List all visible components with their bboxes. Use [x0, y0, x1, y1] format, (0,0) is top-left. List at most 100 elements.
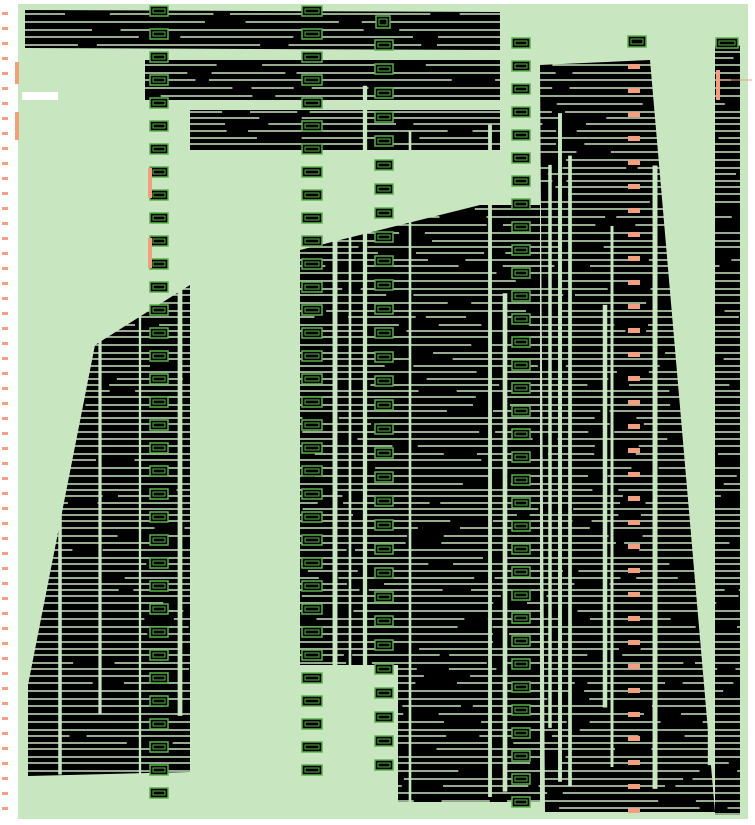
node-inner	[514, 201, 528, 207]
node-inner	[152, 606, 166, 612]
port-marker	[2, 57, 8, 60]
node-inner	[514, 293, 528, 299]
node-inner	[304, 514, 320, 520]
node-inner	[152, 790, 166, 796]
node-inner	[514, 638, 528, 644]
node	[511, 221, 531, 233]
node-inner	[152, 767, 166, 773]
node	[149, 741, 169, 753]
node-inner	[514, 684, 528, 690]
node-inner	[152, 238, 166, 244]
port-marker	[2, 567, 8, 570]
node	[301, 534, 323, 546]
node	[511, 635, 531, 647]
node	[301, 718, 323, 730]
node	[374, 495, 394, 507]
port-marker	[2, 42, 8, 45]
node	[374, 399, 394, 411]
node-inner	[377, 690, 391, 696]
port-marker	[628, 760, 640, 765]
port-marker	[716, 70, 720, 100]
node-inner	[377, 186, 391, 192]
node-inner	[152, 376, 166, 382]
node	[301, 419, 323, 431]
port-marker	[2, 642, 8, 645]
node-inner	[514, 707, 528, 713]
node	[301, 511, 323, 523]
node	[511, 681, 531, 693]
port-marker	[2, 522, 8, 525]
port-marker	[2, 702, 8, 705]
port-marker	[628, 184, 640, 189]
node-inner	[304, 330, 320, 336]
node	[374, 567, 394, 579]
node	[301, 465, 323, 477]
node	[301, 143, 323, 155]
node	[374, 375, 394, 387]
node-inner	[514, 730, 528, 736]
node-inner	[377, 330, 391, 336]
node	[301, 396, 323, 408]
node	[374, 111, 394, 123]
node-inner	[378, 18, 388, 26]
node-inner	[152, 31, 166, 37]
node	[511, 152, 531, 164]
node	[301, 764, 323, 776]
node	[511, 704, 531, 716]
node	[301, 5, 323, 17]
node-inner	[514, 224, 528, 230]
port-marker	[2, 537, 8, 540]
node-inner	[377, 714, 391, 720]
node-inner	[514, 63, 528, 69]
port-marker	[628, 448, 640, 453]
port-marker	[2, 792, 8, 795]
label-box	[22, 92, 58, 100]
node-inner	[514, 316, 528, 322]
node-inner	[514, 109, 528, 115]
port-marker	[628, 496, 640, 501]
port-marker	[2, 312, 8, 315]
node-inner	[630, 38, 644, 45]
node	[149, 97, 169, 109]
port-marker	[2, 192, 8, 195]
node	[149, 74, 169, 86]
port-marker	[2, 807, 8, 810]
port-marker	[628, 256, 640, 261]
node	[149, 304, 169, 316]
node-inner	[304, 698, 320, 704]
node	[301, 373, 323, 385]
port-marker	[2, 402, 8, 405]
node-inner	[377, 642, 391, 648]
node-inner	[514, 155, 528, 161]
port-marker	[2, 657, 8, 660]
port-marker	[2, 267, 8, 270]
node	[374, 735, 394, 747]
node	[149, 373, 169, 385]
node	[511, 129, 531, 141]
node-inner	[514, 454, 528, 460]
node	[149, 465, 169, 477]
node-inner	[304, 376, 320, 382]
edge-bundle	[190, 110, 500, 150]
node-inner	[377, 474, 391, 480]
node-inner	[514, 776, 528, 782]
node	[149, 603, 169, 615]
port-marker	[2, 87, 8, 90]
node	[301, 350, 323, 362]
node	[149, 672, 169, 684]
node	[374, 543, 394, 555]
port-marker	[2, 282, 8, 285]
node	[511, 520, 531, 532]
node	[374, 255, 394, 267]
port-marker	[628, 712, 640, 717]
node-inner	[377, 618, 391, 624]
port-marker	[628, 64, 640, 69]
node	[149, 695, 169, 707]
node-inner	[514, 753, 528, 759]
node	[149, 626, 169, 638]
node	[374, 591, 394, 603]
node	[511, 566, 531, 578]
port-marker	[2, 597, 8, 600]
node	[374, 63, 394, 75]
